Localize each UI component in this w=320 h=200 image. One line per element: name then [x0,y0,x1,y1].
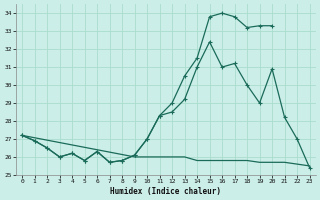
X-axis label: Humidex (Indice chaleur): Humidex (Indice chaleur) [110,187,221,196]
